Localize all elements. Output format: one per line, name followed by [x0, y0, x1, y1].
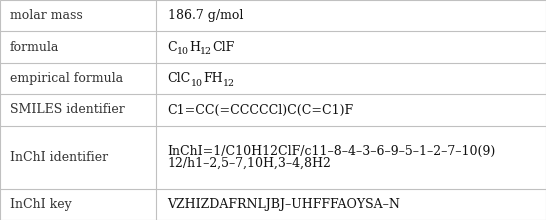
Text: InChI identifier: InChI identifier	[10, 151, 108, 164]
Text: ClC: ClC	[168, 72, 191, 85]
Text: 12: 12	[223, 79, 234, 88]
Text: empirical formula: empirical formula	[10, 72, 123, 85]
Text: H: H	[189, 41, 200, 54]
Text: formula: formula	[10, 41, 59, 54]
Text: 12: 12	[200, 48, 212, 57]
Text: 12/h1–2,5–7,10H,3–4,8H2: 12/h1–2,5–7,10H,3–4,8H2	[168, 157, 331, 170]
Text: C1=CC(=CCCCCl)C(C=C1)F: C1=CC(=CCCCCl)C(C=C1)F	[168, 103, 354, 117]
Text: C: C	[168, 41, 177, 54]
Text: InChI key: InChI key	[10, 198, 72, 211]
Text: 10: 10	[191, 79, 203, 88]
Text: molar mass: molar mass	[10, 9, 82, 22]
Text: 10: 10	[177, 48, 189, 57]
Text: 186.7 g/mol: 186.7 g/mol	[168, 9, 243, 22]
Text: VZHIZDAFRNLJBJ–UHFFFAOYSA–N: VZHIZDAFRNLJBJ–UHFFFAOYSA–N	[168, 198, 401, 211]
Text: ClF: ClF	[212, 41, 234, 54]
Text: SMILES identifier: SMILES identifier	[10, 103, 124, 117]
Text: InChI=1/C10H12ClF/c11–8–4–3–6–9–5–1–2–7–10(9): InChI=1/C10H12ClF/c11–8–4–3–6–9–5–1–2–7–…	[168, 145, 496, 158]
Text: FH: FH	[203, 72, 223, 85]
